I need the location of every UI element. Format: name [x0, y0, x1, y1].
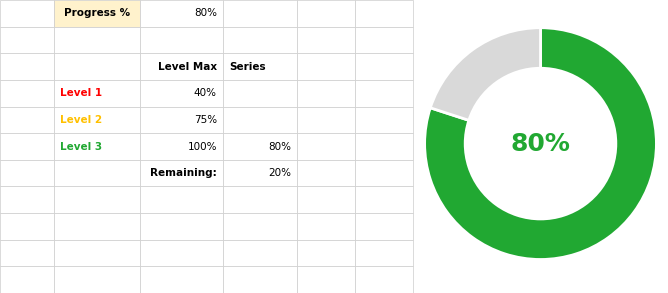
Text: Level 1: Level 1	[60, 88, 102, 98]
FancyBboxPatch shape	[53, 107, 140, 133]
FancyBboxPatch shape	[223, 213, 297, 240]
FancyBboxPatch shape	[0, 27, 53, 53]
FancyBboxPatch shape	[140, 133, 223, 160]
Text: 80%: 80%	[268, 142, 291, 151]
FancyBboxPatch shape	[53, 160, 140, 186]
FancyBboxPatch shape	[0, 213, 53, 240]
Text: 20%: 20%	[268, 168, 291, 178]
FancyBboxPatch shape	[0, 80, 53, 107]
FancyBboxPatch shape	[0, 186, 53, 213]
FancyBboxPatch shape	[297, 213, 355, 240]
FancyBboxPatch shape	[223, 107, 297, 133]
FancyBboxPatch shape	[355, 266, 413, 293]
FancyBboxPatch shape	[297, 266, 355, 293]
FancyBboxPatch shape	[140, 240, 223, 266]
Text: Level 2: Level 2	[60, 115, 102, 125]
FancyBboxPatch shape	[355, 0, 413, 27]
FancyBboxPatch shape	[297, 53, 355, 80]
FancyBboxPatch shape	[53, 133, 140, 160]
FancyBboxPatch shape	[297, 133, 355, 160]
FancyBboxPatch shape	[53, 0, 140, 27]
FancyBboxPatch shape	[0, 266, 53, 293]
Text: Level 3: Level 3	[60, 142, 102, 151]
Text: Series: Series	[229, 62, 266, 71]
FancyBboxPatch shape	[297, 107, 355, 133]
FancyBboxPatch shape	[297, 27, 355, 53]
FancyBboxPatch shape	[297, 186, 355, 213]
FancyBboxPatch shape	[355, 107, 413, 133]
FancyBboxPatch shape	[53, 240, 140, 266]
FancyBboxPatch shape	[355, 27, 413, 53]
FancyBboxPatch shape	[355, 160, 413, 186]
FancyBboxPatch shape	[223, 186, 297, 213]
FancyBboxPatch shape	[53, 186, 140, 213]
FancyBboxPatch shape	[140, 0, 223, 27]
FancyBboxPatch shape	[223, 27, 297, 53]
FancyBboxPatch shape	[223, 160, 297, 186]
Text: 100%: 100%	[187, 142, 217, 151]
FancyBboxPatch shape	[53, 27, 140, 53]
FancyBboxPatch shape	[355, 80, 413, 107]
Text: 40%: 40%	[194, 88, 217, 98]
FancyBboxPatch shape	[355, 133, 413, 160]
Text: Remaining:: Remaining:	[150, 168, 217, 178]
FancyBboxPatch shape	[297, 80, 355, 107]
Wedge shape	[425, 28, 657, 260]
FancyBboxPatch shape	[0, 53, 53, 80]
Text: Progress %: Progress %	[64, 8, 130, 18]
FancyBboxPatch shape	[355, 186, 413, 213]
FancyBboxPatch shape	[140, 213, 223, 240]
FancyBboxPatch shape	[223, 240, 297, 266]
Text: 80%: 80%	[510, 132, 570, 156]
FancyBboxPatch shape	[355, 53, 413, 80]
FancyBboxPatch shape	[0, 240, 53, 266]
FancyBboxPatch shape	[223, 53, 297, 80]
FancyBboxPatch shape	[53, 213, 140, 240]
FancyBboxPatch shape	[223, 0, 297, 27]
FancyBboxPatch shape	[140, 266, 223, 293]
Text: Level Max: Level Max	[158, 62, 217, 71]
FancyBboxPatch shape	[140, 107, 223, 133]
FancyBboxPatch shape	[223, 80, 297, 107]
FancyBboxPatch shape	[53, 80, 140, 107]
FancyBboxPatch shape	[140, 53, 223, 80]
Text: 75%: 75%	[194, 115, 217, 125]
FancyBboxPatch shape	[0, 107, 53, 133]
Wedge shape	[430, 28, 540, 120]
Text: 80%: 80%	[194, 8, 217, 18]
FancyBboxPatch shape	[223, 133, 297, 160]
FancyBboxPatch shape	[140, 27, 223, 53]
FancyBboxPatch shape	[0, 160, 53, 186]
FancyBboxPatch shape	[355, 213, 413, 240]
FancyBboxPatch shape	[223, 266, 297, 293]
FancyBboxPatch shape	[297, 0, 355, 27]
FancyBboxPatch shape	[140, 80, 223, 107]
FancyBboxPatch shape	[140, 160, 223, 186]
FancyBboxPatch shape	[53, 266, 140, 293]
FancyBboxPatch shape	[0, 133, 53, 160]
FancyBboxPatch shape	[297, 240, 355, 266]
FancyBboxPatch shape	[53, 53, 140, 80]
FancyBboxPatch shape	[140, 186, 223, 213]
FancyBboxPatch shape	[0, 0, 53, 27]
FancyBboxPatch shape	[355, 240, 413, 266]
FancyBboxPatch shape	[297, 160, 355, 186]
